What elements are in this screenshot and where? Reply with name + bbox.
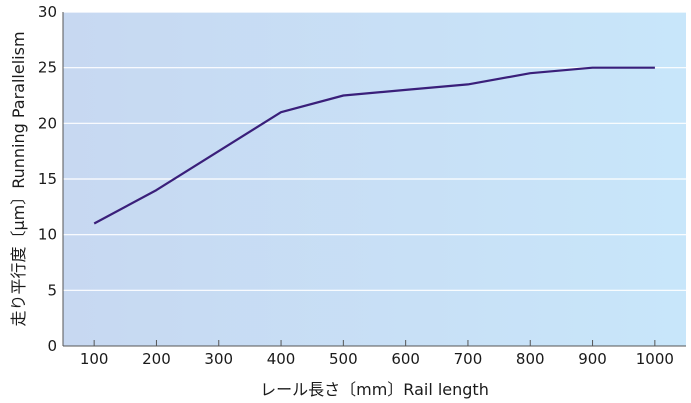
x-tick-label: 700 — [454, 350, 483, 368]
x-tick-label: 1000 — [636, 350, 674, 368]
tick-labels: 0 5 10 15 20 25 30 100 200 300 400 500 600 700 800 900 1… — [38, 3, 674, 368]
gridlines — [63, 11, 686, 291]
x-tick-label: 800 — [516, 350, 545, 368]
x-tick-label: 100 — [80, 350, 109, 368]
y-axis-title: 走り平行度〔μm〕Running Parallelism — [9, 31, 28, 326]
axes — [62, 12, 686, 347]
y-tick-label: 25 — [38, 59, 57, 77]
x-tick-label: 400 — [267, 350, 296, 368]
series-layer — [93, 66, 655, 225]
y-tick-label: 0 — [47, 337, 57, 355]
series-line — [93, 66, 655, 225]
x-tick-label: 200 — [142, 350, 171, 368]
y-tick-label: 20 — [38, 114, 57, 132]
y-tick-label: 30 — [38, 3, 57, 21]
x-axis-title: レール長さ〔mm〕Rail length — [260, 380, 489, 399]
y-tick-label: 15 — [38, 170, 57, 188]
y-tick-label: 10 — [38, 226, 57, 244]
y-tick-label: 5 — [47, 281, 57, 299]
x-tick-label: 500 — [329, 350, 358, 368]
x-tick-label: 900 — [578, 350, 607, 368]
x-tick-label: 600 — [391, 350, 420, 368]
x-tick-label: 300 — [204, 350, 233, 368]
